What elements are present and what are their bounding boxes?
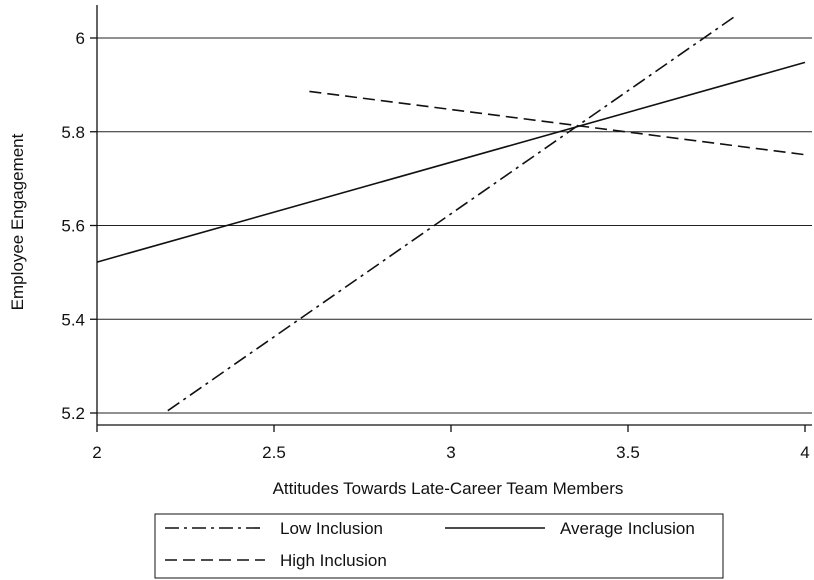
legend: Low Inclusion Average Inclusion High Inclu… xyxy=(155,514,723,578)
legend-label-low-inclusion: Low Inclusion xyxy=(280,519,383,538)
legend-label-average-inclusion: Average Inclusion xyxy=(560,519,695,538)
y-tick-label-1: 5.4 xyxy=(61,310,85,329)
y-tick-label-3: 5.8 xyxy=(61,123,85,142)
y-tick-label-4: 6 xyxy=(76,29,85,48)
x-tick-label-3: 3.5 xyxy=(616,443,640,462)
y-tick-label-2: 5.6 xyxy=(61,217,85,236)
x-tick-label-0: 2 xyxy=(92,443,101,462)
y-tick-label-0: 5.2 xyxy=(61,404,85,423)
x-tick-label-4: 4 xyxy=(800,443,809,462)
y-axis-title: Employee Engagement xyxy=(8,133,27,310)
x-tick-label-2: 3 xyxy=(446,443,455,462)
x-tick-label-1: 2.5 xyxy=(262,443,286,462)
x-axis-title: Attitudes Towards Late-Career Team Membe… xyxy=(273,479,624,498)
legend-label-high-inclusion: High Inclusion xyxy=(280,551,387,570)
